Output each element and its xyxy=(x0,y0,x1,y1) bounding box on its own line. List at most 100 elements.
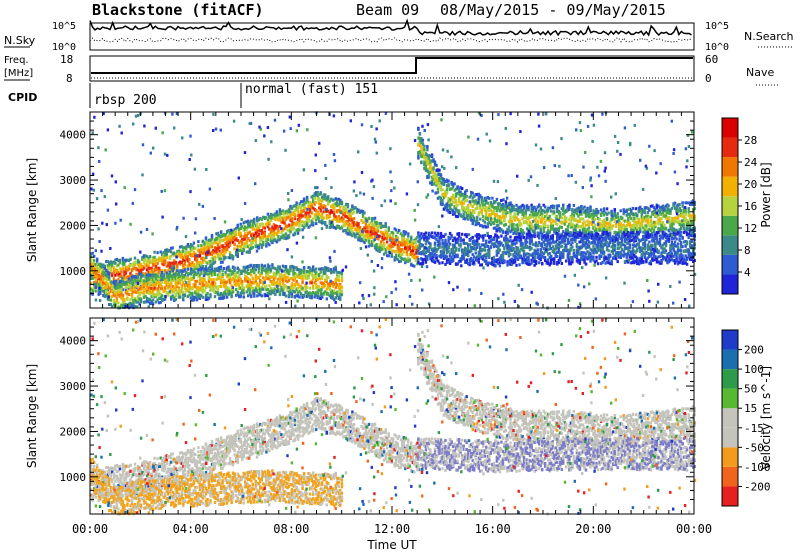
power-cell xyxy=(533,257,536,261)
power-cell xyxy=(678,222,681,226)
power-cell xyxy=(453,206,456,210)
power-cell xyxy=(203,258,206,262)
power-cell xyxy=(301,203,304,207)
power-cell xyxy=(148,255,152,258)
power-cell xyxy=(287,223,291,227)
power-cell xyxy=(307,211,310,215)
power-cell xyxy=(643,211,647,215)
power-cell xyxy=(247,232,250,236)
power-cell xyxy=(432,170,435,174)
power-cell xyxy=(637,220,640,224)
power-cell xyxy=(167,263,170,267)
power-cell xyxy=(369,225,372,229)
power-cell xyxy=(145,255,149,259)
power-cell xyxy=(191,247,194,251)
power-cell xyxy=(423,160,426,164)
power-cell xyxy=(682,208,686,212)
power-cell xyxy=(221,245,224,248)
power-cell xyxy=(454,198,458,202)
power-cell xyxy=(461,238,464,242)
power-cell xyxy=(457,187,461,191)
power-cell xyxy=(621,225,624,229)
power-cell xyxy=(244,232,247,236)
power-cell xyxy=(679,227,683,231)
power-cell xyxy=(599,234,603,238)
power-cell xyxy=(201,247,205,251)
power-cell xyxy=(500,241,503,245)
power-cell xyxy=(410,243,413,247)
power-cell xyxy=(625,213,628,217)
power-cell xyxy=(225,236,229,240)
power-cell xyxy=(417,142,420,146)
power-cell xyxy=(387,254,390,258)
power-cell xyxy=(516,246,520,250)
power-cell xyxy=(462,194,465,198)
power-cell xyxy=(550,222,553,226)
power-cell xyxy=(636,223,639,227)
power-cell xyxy=(491,256,494,260)
power-cell xyxy=(313,207,316,211)
power-cell xyxy=(339,226,342,230)
power-cell xyxy=(464,217,467,221)
freq-line xyxy=(91,57,693,74)
power-cell xyxy=(568,248,571,252)
power-cell xyxy=(675,220,678,224)
power-cell xyxy=(687,220,690,224)
power-cell xyxy=(433,181,437,185)
power-cell xyxy=(390,253,393,257)
power-cell xyxy=(461,192,464,196)
power-cell xyxy=(525,262,529,266)
power-cell xyxy=(649,222,653,226)
power-cell xyxy=(118,258,122,262)
power-cell xyxy=(673,216,677,220)
power-cell xyxy=(162,257,165,261)
power-cell xyxy=(471,209,474,213)
power-cell xyxy=(495,234,499,238)
power-cell xyxy=(395,240,398,244)
power-cell xyxy=(459,190,462,194)
power-cell xyxy=(467,253,470,257)
power-cell xyxy=(470,203,473,207)
power-cell xyxy=(299,210,303,213)
power-cell xyxy=(432,178,435,182)
power-cell xyxy=(298,205,301,209)
power-cell xyxy=(524,238,527,242)
power-cell xyxy=(420,140,423,144)
power-cell xyxy=(545,208,548,212)
power-cell xyxy=(283,227,286,231)
power-cell xyxy=(660,225,663,229)
power-cell xyxy=(482,206,485,210)
power-cell xyxy=(556,209,559,213)
power-cell xyxy=(433,243,437,247)
power-cell xyxy=(568,207,571,211)
power-cell xyxy=(417,251,420,255)
power-cell xyxy=(90,282,93,286)
power-cell xyxy=(439,250,443,254)
power-cell xyxy=(395,250,398,254)
power-cell xyxy=(192,253,196,257)
power-cell xyxy=(420,236,423,240)
power-cell xyxy=(200,250,203,254)
power-cell xyxy=(581,207,585,211)
power-cell xyxy=(206,244,209,248)
power-cell xyxy=(200,262,203,266)
power-cell xyxy=(378,243,381,247)
power-cell xyxy=(563,222,566,226)
power-cell xyxy=(298,218,301,222)
power-cell xyxy=(454,194,458,198)
power-cell xyxy=(393,256,396,259)
power-cell xyxy=(613,230,616,234)
power-cell xyxy=(500,205,503,209)
power-cell xyxy=(527,205,530,209)
power-cell xyxy=(518,263,521,267)
power-cell xyxy=(492,222,496,226)
power-cell xyxy=(676,203,680,207)
power-cell xyxy=(480,243,483,247)
power-cell xyxy=(550,256,553,259)
power-cell xyxy=(295,228,298,232)
power-cell xyxy=(222,238,226,242)
power-cell xyxy=(293,208,297,212)
power-cell xyxy=(580,207,583,211)
power-cell xyxy=(305,195,309,199)
power-cell xyxy=(222,254,226,258)
